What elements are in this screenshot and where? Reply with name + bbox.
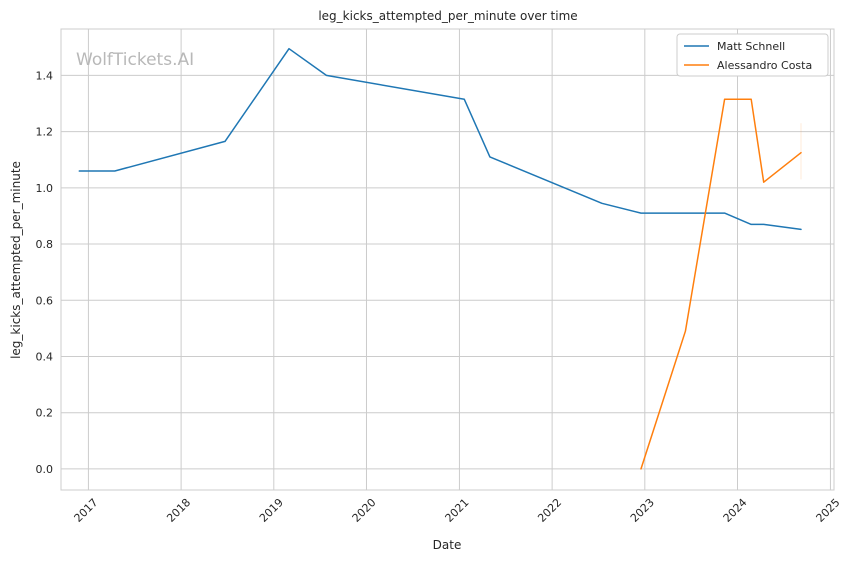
watermark-text: WolfTickets.AI: [76, 50, 194, 70]
grid-lines: [61, 29, 834, 490]
legend: Matt Schnell Alessandro Costa: [676, 33, 829, 77]
legend-label: Alessandro Costa: [717, 59, 812, 72]
series-line-1: [640, 98, 802, 470]
plot-frame: [60, 28, 835, 491]
y-tick-label: 1.0: [36, 182, 54, 195]
legend-box: [676, 33, 829, 77]
y-tick-labels: 0.0 0.2 0.4 0.6 0.8 1.0 1.2 1.4: [36, 69, 54, 476]
y-tick-label: 0.0: [36, 463, 54, 476]
legend-label: Matt Schnell: [717, 40, 785, 53]
y-axis-label: leg_kicks_attempted_per_minute: [9, 161, 23, 359]
y-tick-label: 1.2: [36, 126, 54, 139]
y-tick-label: 1.4: [36, 69, 54, 82]
series-lines: [78, 47, 802, 470]
y-tick-label: 0.4: [36, 350, 54, 363]
y-tick-label: 0.6: [36, 294, 54, 307]
chart-title: leg_kicks_attempted_per_minute over time: [318, 9, 577, 23]
y-tick-label: 0.8: [36, 238, 54, 251]
x-axis-label: Date: [433, 538, 462, 552]
series-line-0: [78, 47, 802, 231]
y-tick-label: 0.2: [36, 407, 54, 420]
legend-items: Matt Schnell Alessandro Costa: [684, 40, 812, 72]
